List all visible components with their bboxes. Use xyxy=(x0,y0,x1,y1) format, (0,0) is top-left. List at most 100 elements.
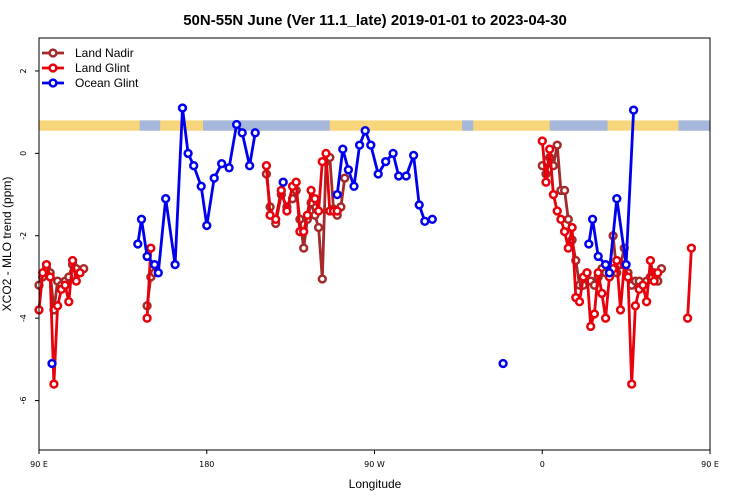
data-point xyxy=(682,313,693,323)
x-tick-label: 90 W xyxy=(364,460,385,469)
data-point xyxy=(630,301,641,311)
land-band xyxy=(39,120,710,131)
data-point xyxy=(340,173,350,183)
data-point xyxy=(49,379,59,389)
data-point xyxy=(343,165,354,175)
data-point xyxy=(586,321,596,332)
data-point xyxy=(349,181,359,191)
data-point xyxy=(161,194,171,204)
data-point xyxy=(133,239,143,249)
legend-swatch-marker xyxy=(48,63,58,73)
data-point xyxy=(638,280,648,290)
legend-item: Ocean Glint xyxy=(42,76,139,90)
data-point xyxy=(276,185,286,196)
y-tick-label: -6 xyxy=(19,397,28,405)
data-point xyxy=(612,194,622,204)
data-point xyxy=(552,140,562,150)
x-axis-ticks: 90 E 180 90 W 0 90 E xyxy=(30,450,719,469)
data-point xyxy=(136,214,147,224)
data-point xyxy=(373,169,383,179)
legend-swatch-marker xyxy=(48,48,58,58)
data-point xyxy=(38,268,48,278)
data-point xyxy=(563,243,573,253)
data-point xyxy=(332,189,342,200)
y-tick-label: 0 xyxy=(19,151,28,156)
series-line xyxy=(335,129,433,223)
data-point xyxy=(306,185,316,196)
legend-label: Ocean Glint xyxy=(75,76,139,90)
data-point xyxy=(153,268,163,278)
data-point xyxy=(584,239,594,249)
data-point xyxy=(552,206,562,216)
data-point xyxy=(189,161,199,171)
ocean-band-segment xyxy=(139,120,161,131)
data-point xyxy=(75,268,85,278)
data-point xyxy=(183,148,193,159)
y-tick-label: -4 xyxy=(19,314,28,322)
data-point xyxy=(545,144,555,154)
data-point xyxy=(582,268,592,278)
data-point xyxy=(366,140,376,150)
data-point xyxy=(231,119,242,130)
data-point xyxy=(600,259,611,270)
data-point xyxy=(615,305,626,315)
data-point xyxy=(414,200,424,210)
data-point xyxy=(641,297,652,307)
data-point xyxy=(541,177,551,187)
data-point xyxy=(649,276,659,286)
data-point xyxy=(261,161,272,171)
data-point xyxy=(237,128,247,138)
ocean-band-segment xyxy=(549,120,608,131)
data-point xyxy=(52,301,63,311)
legend-item: Land Nadir xyxy=(42,46,134,60)
data-point xyxy=(556,214,566,224)
ocean-band-segment xyxy=(203,120,330,131)
legend-swatch-marker xyxy=(48,78,58,88)
data-point xyxy=(338,144,348,154)
data-point xyxy=(559,226,570,237)
data-point xyxy=(313,222,324,233)
data-point xyxy=(313,206,324,216)
y-tick-label: 2 xyxy=(19,68,28,73)
data-point xyxy=(628,105,639,115)
ocean-band-segment xyxy=(678,120,710,131)
data-point xyxy=(317,274,327,284)
data-point xyxy=(645,255,656,266)
series-line xyxy=(686,248,693,319)
data-point xyxy=(299,243,309,253)
data-point xyxy=(408,150,419,161)
plot-series xyxy=(34,103,697,389)
x-tick-label: 180 xyxy=(199,460,214,469)
y-axis-label: XCO2 - MLO trend (ppm) xyxy=(0,177,14,312)
data-point xyxy=(388,148,398,159)
data-point xyxy=(302,210,313,220)
data-point xyxy=(244,161,255,171)
data-point xyxy=(537,136,547,146)
data-point xyxy=(217,159,227,169)
data-point xyxy=(381,156,391,167)
data-point xyxy=(587,214,598,224)
data-point xyxy=(420,216,430,226)
x-axis-label: Longitude xyxy=(349,477,402,491)
data-point xyxy=(47,358,57,369)
data-point xyxy=(604,268,615,278)
data-point xyxy=(60,280,70,290)
data-point xyxy=(142,313,152,323)
data-point xyxy=(593,251,603,262)
data-point xyxy=(142,251,152,262)
legend-label: Land Glint xyxy=(75,61,130,75)
x-tick-label: 90 E xyxy=(30,460,48,469)
data-point xyxy=(360,126,370,136)
data-point xyxy=(149,259,160,270)
series-land-glint xyxy=(34,136,697,389)
data-point xyxy=(653,268,663,278)
data-point xyxy=(589,309,600,319)
data-point xyxy=(321,148,331,159)
data-point xyxy=(278,177,288,187)
data-point xyxy=(271,214,281,224)
data-point xyxy=(559,185,570,196)
land-ocean-band xyxy=(39,120,710,131)
data-point xyxy=(202,220,212,231)
data-point xyxy=(177,103,188,113)
